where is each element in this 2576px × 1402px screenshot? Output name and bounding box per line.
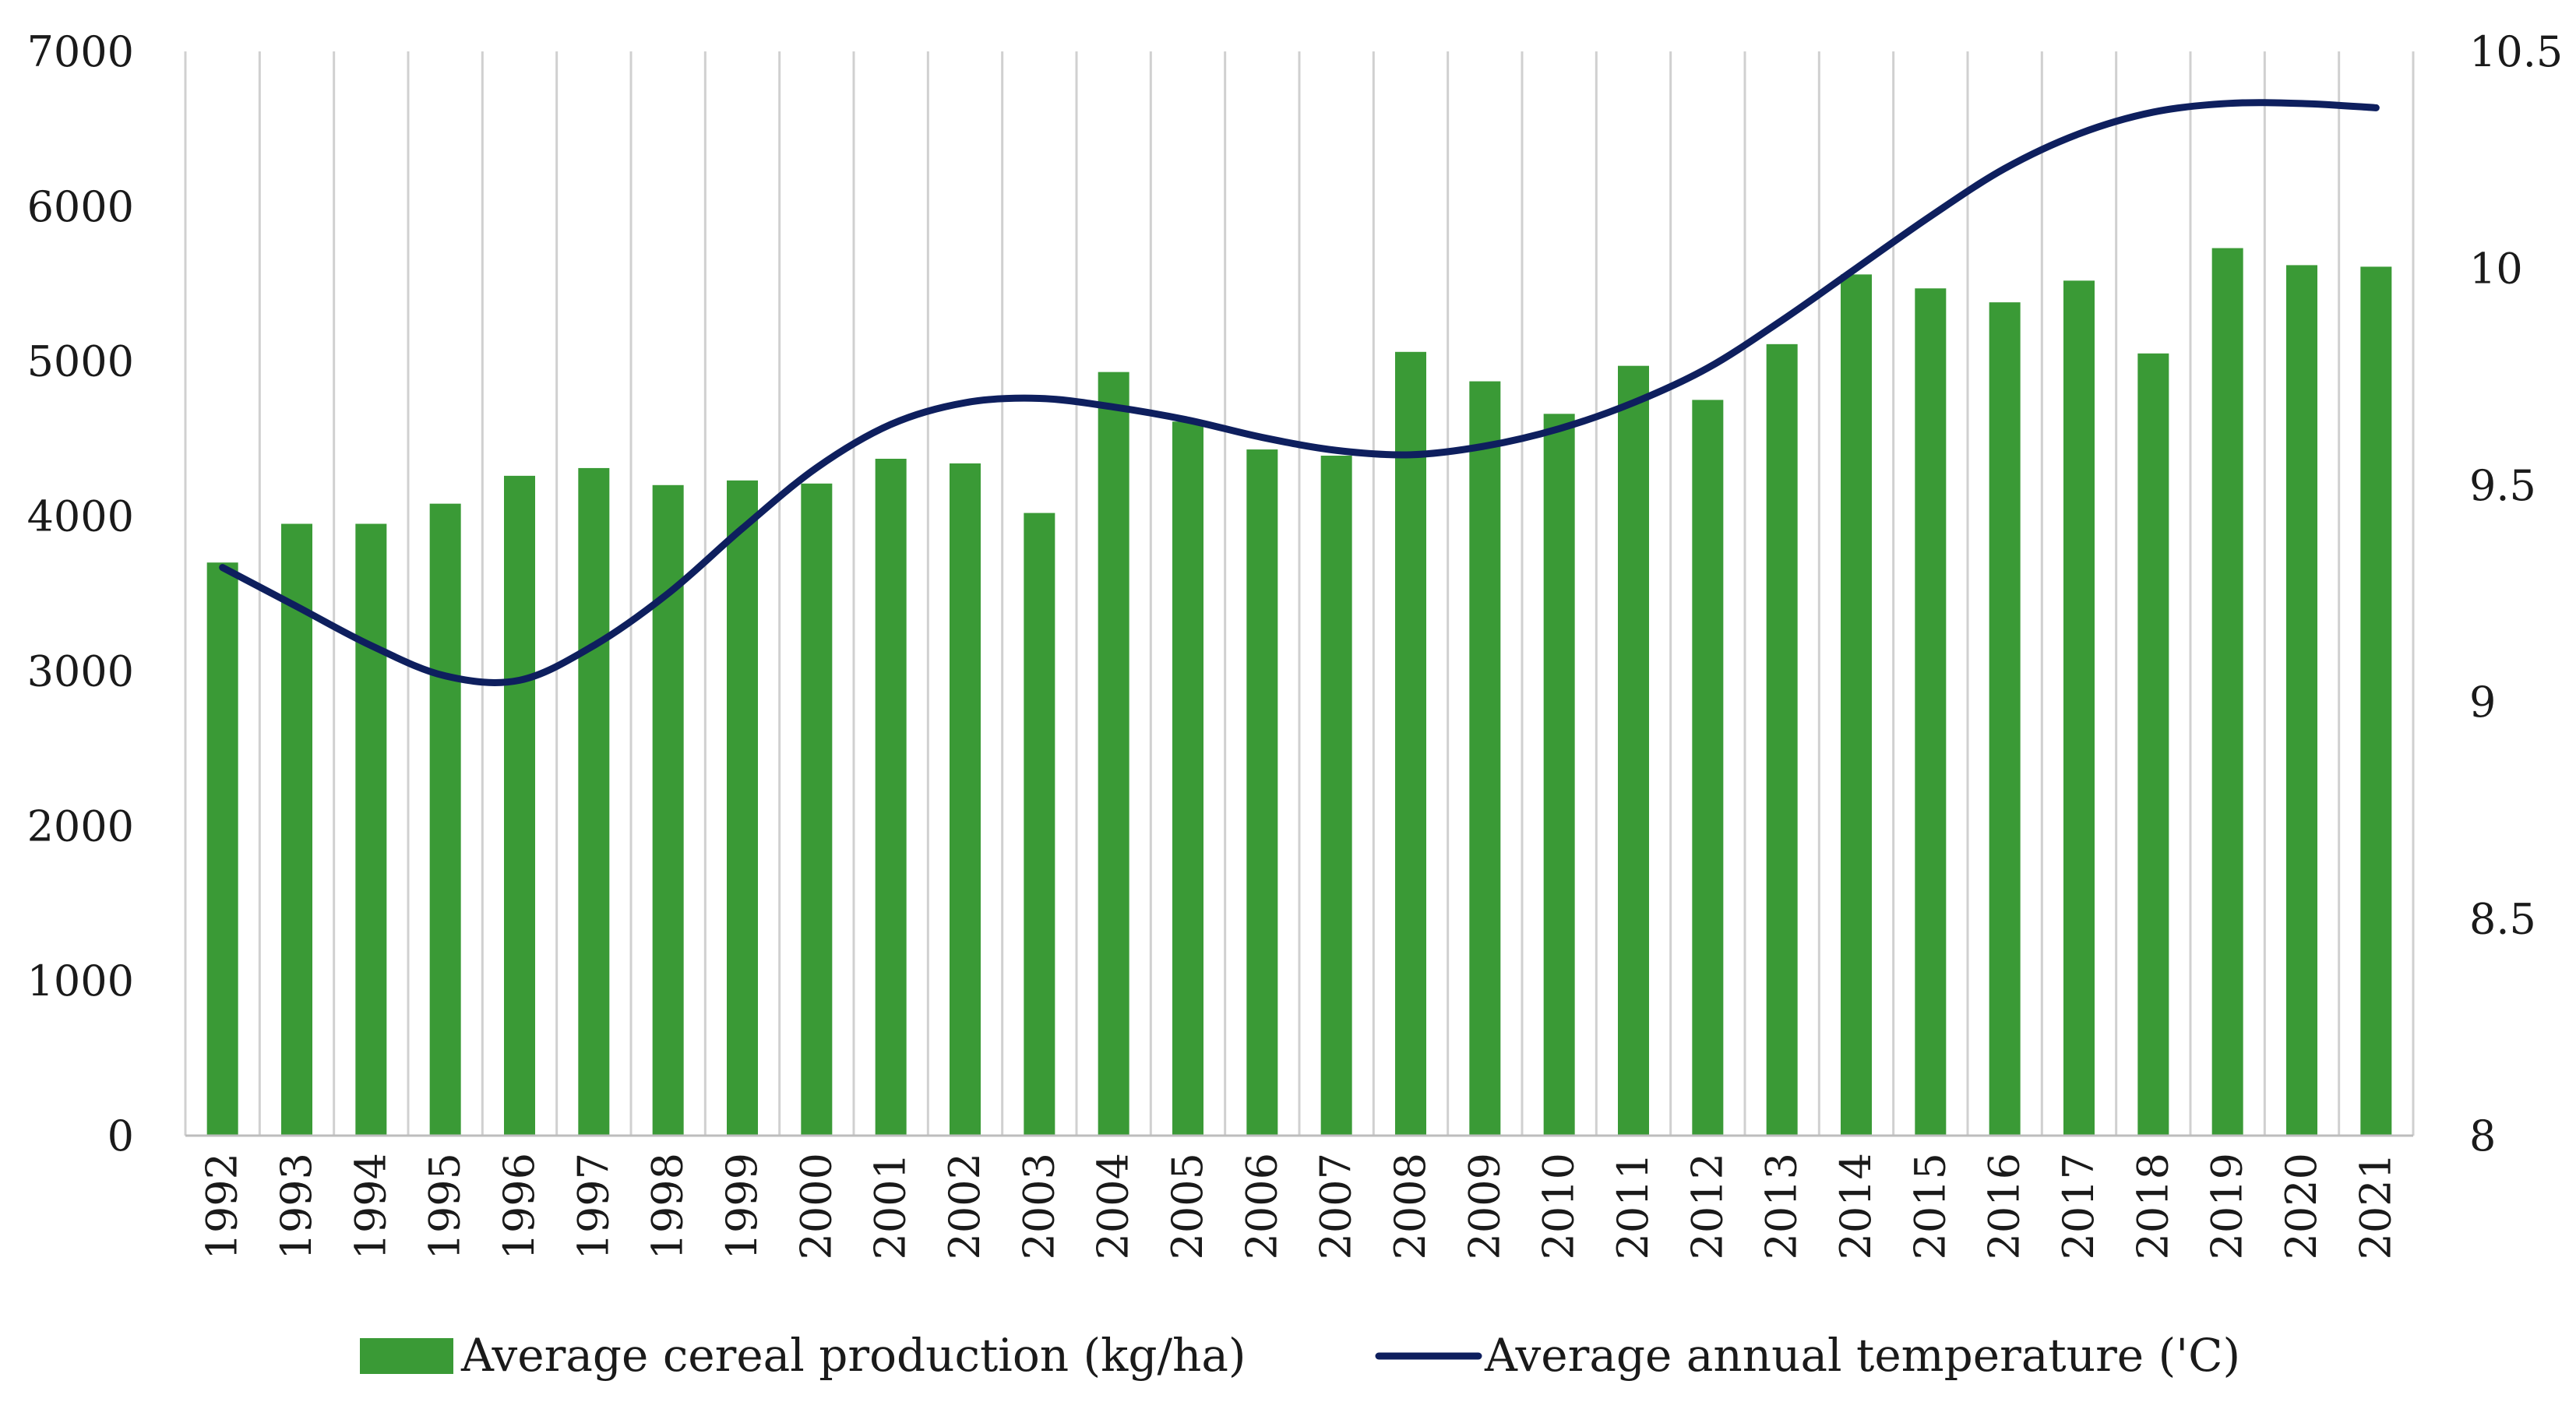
x-tick-label: 2014 — [1831, 1153, 1880, 1259]
x-tick-label: 2016 — [1980, 1153, 2029, 1259]
x-tick-label: 1998 — [643, 1153, 692, 1259]
bar — [2063, 280, 2095, 1136]
bar — [1469, 381, 1501, 1136]
x-tick-label: 2003 — [1014, 1153, 1063, 1259]
y-left-tick-label: 0 — [107, 1111, 134, 1161]
y-right-tick-label: 9.5 — [2469, 461, 2536, 510]
bar — [875, 458, 907, 1136]
y-left-tick-label: 3000 — [27, 646, 134, 696]
x-tick-label: 2009 — [1460, 1153, 1509, 1259]
bar — [1841, 274, 1872, 1136]
bar — [1024, 513, 1055, 1136]
x-tick-label: 2011 — [1609, 1153, 1658, 1259]
legend: Average cereal production (kg/ha) Averag… — [360, 1329, 2240, 1382]
y-left-tick-label: 7000 — [27, 27, 134, 76]
x-tick-label: 1999 — [717, 1153, 766, 1259]
bar — [2211, 248, 2243, 1136]
y-left-tick-label: 6000 — [27, 182, 134, 231]
bar — [2137, 353, 2169, 1136]
bar — [1098, 372, 1129, 1136]
y-left-tick-label: 4000 — [27, 492, 134, 541]
bar — [504, 475, 535, 1136]
y-right-tick-label: 8 — [2469, 1111, 2496, 1161]
bar — [2360, 266, 2392, 1136]
bar — [281, 523, 312, 1136]
gridlines — [184, 51, 2415, 1136]
bar — [1915, 288, 1947, 1136]
bar — [727, 480, 758, 1136]
x-tick-label: 2006 — [1237, 1153, 1286, 1259]
x-tick-label: 2004 — [1089, 1153, 1138, 1259]
x-tick-label: 1992 — [198, 1153, 247, 1259]
bar — [206, 562, 238, 1136]
legend-bar-label: Average cereal production (kg/ha) — [460, 1329, 1246, 1382]
x-tick-label: 2019 — [2203, 1153, 2252, 1259]
x-tick-label: 2020 — [2277, 1153, 2326, 1259]
y-right-tick-label: 9 — [2469, 678, 2496, 727]
x-tick-label: 2012 — [1683, 1153, 1732, 1259]
bar — [950, 463, 981, 1136]
x-tick-label: 2002 — [940, 1153, 989, 1259]
bar — [578, 467, 610, 1136]
bar — [1246, 449, 1278, 1136]
y-left-tick-label: 1000 — [27, 956, 134, 1006]
y-right-tick-label: 8.5 — [2469, 895, 2536, 944]
x-tick-label: 1997 — [569, 1153, 618, 1259]
x-tick-label: 1994 — [346, 1153, 395, 1259]
legend-bar-swatch — [360, 1338, 453, 1374]
x-tick-label: 2018 — [2128, 1153, 2177, 1259]
bar — [1395, 351, 1426, 1136]
x-tick-label: 2015 — [1905, 1153, 1954, 1259]
y-right-tick-label: 10 — [2469, 244, 2523, 293]
bar — [1618, 365, 1649, 1136]
bar — [1172, 421, 1203, 1136]
x-tick-label: 1995 — [421, 1153, 470, 1259]
x-tick-label: 1996 — [495, 1153, 544, 1259]
bar — [1320, 456, 1352, 1136]
line-series — [219, 99, 2380, 686]
bar-series — [206, 248, 2392, 1136]
y-left-tick-label: 5000 — [27, 337, 134, 386]
bar — [801, 483, 833, 1136]
x-tick-label: 2007 — [1312, 1153, 1361, 1259]
x-tick-label: 2017 — [2054, 1153, 2103, 1259]
x-tick-label: 1993 — [272, 1153, 321, 1259]
x-tick-label: 2005 — [1163, 1153, 1212, 1259]
bar — [1692, 400, 1724, 1136]
bar — [1766, 343, 1798, 1136]
y-left-tick-label: 2000 — [27, 801, 134, 851]
bar — [2286, 265, 2317, 1136]
x-tick-label: 2021 — [2351, 1153, 2400, 1259]
x-tick-label: 2013 — [1757, 1153, 1806, 1259]
x-tick-label: 2008 — [1386, 1153, 1435, 1259]
temperature-line — [219, 99, 2380, 686]
bar — [1989, 302, 2021, 1136]
x-tick-label: 2001 — [866, 1153, 915, 1259]
bar — [355, 523, 387, 1136]
bar — [1543, 414, 1575, 1136]
bar — [429, 503, 461, 1136]
x-tick-label: 2010 — [1535, 1153, 1584, 1259]
x-tick-label: 2000 — [791, 1153, 840, 1259]
axes: 0 1000 2000 3000 4000 5000 6000 7000 8 8.5 9 9.5 10 1… — [27, 27, 2564, 1259]
legend-line-label: Average annual temperature ('C) — [1484, 1329, 2240, 1382]
y-right-tick-label: 10.5 — [2469, 27, 2563, 76]
